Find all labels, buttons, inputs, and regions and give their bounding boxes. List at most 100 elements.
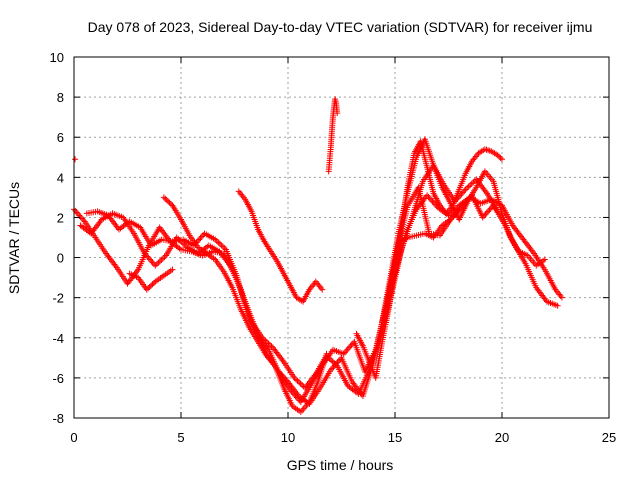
data-point bbox=[462, 186, 469, 193]
tick-marks bbox=[73, 56, 610, 419]
series-arc-e bbox=[160, 194, 330, 415]
y-axis-label: SDTVAR / TECUs bbox=[6, 182, 22, 294]
y-tick-label: 0 bbox=[57, 251, 64, 266]
data-point bbox=[294, 377, 301, 384]
data-point bbox=[348, 341, 355, 348]
series-arc-i bbox=[353, 206, 463, 381]
data-point bbox=[494, 152, 501, 159]
data-point bbox=[72, 207, 79, 214]
y-tick-label: -8 bbox=[52, 411, 64, 426]
data-point bbox=[292, 376, 299, 383]
data-markers bbox=[71, 96, 565, 415]
data-point bbox=[428, 196, 435, 203]
data-point bbox=[197, 235, 204, 242]
data-point bbox=[152, 262, 159, 269]
data-point bbox=[461, 187, 468, 194]
data-point bbox=[334, 110, 341, 117]
series-arc-h bbox=[379, 136, 548, 325]
data-point bbox=[216, 240, 223, 247]
y-tick-labels: -8 -6 -4 -2 0 2 4 6 8 10 bbox=[50, 50, 64, 426]
data-point bbox=[483, 209, 490, 216]
gridlines bbox=[74, 57, 609, 418]
data-point bbox=[499, 156, 505, 163]
series-arc-f bbox=[126, 266, 176, 293]
data-point bbox=[160, 194, 167, 201]
data-point bbox=[162, 195, 169, 202]
y-tick-label: -6 bbox=[52, 371, 64, 386]
data-point bbox=[219, 243, 226, 250]
data-point bbox=[156, 258, 163, 265]
data-point bbox=[148, 258, 155, 265]
y-tick-label: 8 bbox=[57, 90, 64, 105]
data-point bbox=[143, 286, 150, 293]
data-point bbox=[73, 209, 80, 216]
data-point bbox=[468, 180, 475, 187]
y-tick-label: 6 bbox=[57, 130, 64, 145]
data-point bbox=[299, 382, 306, 389]
data-point bbox=[146, 283, 153, 290]
data-point bbox=[464, 184, 471, 191]
data-point bbox=[75, 210, 82, 217]
data-point bbox=[153, 261, 160, 268]
plot-frame bbox=[73, 56, 610, 419]
y-tick-label: -4 bbox=[52, 331, 64, 346]
data-point bbox=[150, 279, 157, 286]
data-point bbox=[470, 179, 477, 186]
data-point bbox=[196, 236, 203, 243]
data-point bbox=[459, 189, 466, 196]
data-point bbox=[163, 197, 170, 204]
data-point bbox=[168, 201, 175, 208]
data-point bbox=[218, 242, 225, 249]
data-point bbox=[426, 195, 433, 202]
data-point bbox=[344, 346, 351, 353]
data-point bbox=[169, 266, 176, 273]
x-tick-label: 15 bbox=[388, 430, 402, 445]
data-point bbox=[323, 350, 330, 357]
data-point bbox=[145, 285, 152, 292]
data-point bbox=[497, 154, 504, 161]
data-point bbox=[72, 156, 79, 163]
data-point bbox=[77, 213, 84, 220]
data-point bbox=[319, 286, 326, 293]
x-tick-label: 0 bbox=[70, 430, 77, 445]
data-point bbox=[166, 199, 173, 206]
data-point bbox=[146, 256, 153, 263]
data-point bbox=[159, 255, 166, 262]
data-point bbox=[465, 183, 472, 190]
data-point bbox=[200, 231, 207, 238]
data-point bbox=[149, 281, 156, 288]
data-point bbox=[341, 349, 348, 356]
x-axis-label: GPS time / hours bbox=[287, 457, 394, 473]
data-point bbox=[345, 344, 352, 351]
x-tick-label: 5 bbox=[177, 430, 184, 445]
x-tick-label: 10 bbox=[281, 430, 295, 445]
series-arc-d bbox=[235, 188, 326, 305]
y-tick-label: 2 bbox=[57, 210, 64, 225]
data-point bbox=[297, 380, 304, 387]
x-tick-label: 25 bbox=[602, 430, 616, 445]
data-point bbox=[215, 239, 222, 246]
data-point bbox=[485, 208, 492, 215]
x-tick-label: 20 bbox=[495, 430, 509, 445]
data-point bbox=[482, 211, 489, 218]
data-point bbox=[149, 259, 156, 266]
data-point bbox=[554, 302, 561, 309]
data-point bbox=[155, 259, 162, 266]
data-point bbox=[165, 198, 172, 205]
x-tick-labels: 0 5 10 15 20 25 bbox=[70, 430, 616, 445]
data-point bbox=[541, 256, 548, 263]
data-point bbox=[148, 282, 155, 289]
data-point bbox=[429, 198, 436, 205]
y-tick-label: 4 bbox=[57, 170, 64, 185]
data-point bbox=[486, 206, 493, 213]
data-point bbox=[558, 294, 565, 301]
data-point bbox=[496, 153, 503, 160]
series-isolated-point bbox=[72, 156, 79, 163]
y-tick-label: 10 bbox=[50, 50, 64, 65]
data-point bbox=[456, 206, 463, 213]
series-short-spike bbox=[325, 96, 341, 175]
data-point bbox=[79, 215, 86, 222]
data-point bbox=[467, 182, 474, 189]
y-tick-label: -2 bbox=[52, 291, 64, 306]
